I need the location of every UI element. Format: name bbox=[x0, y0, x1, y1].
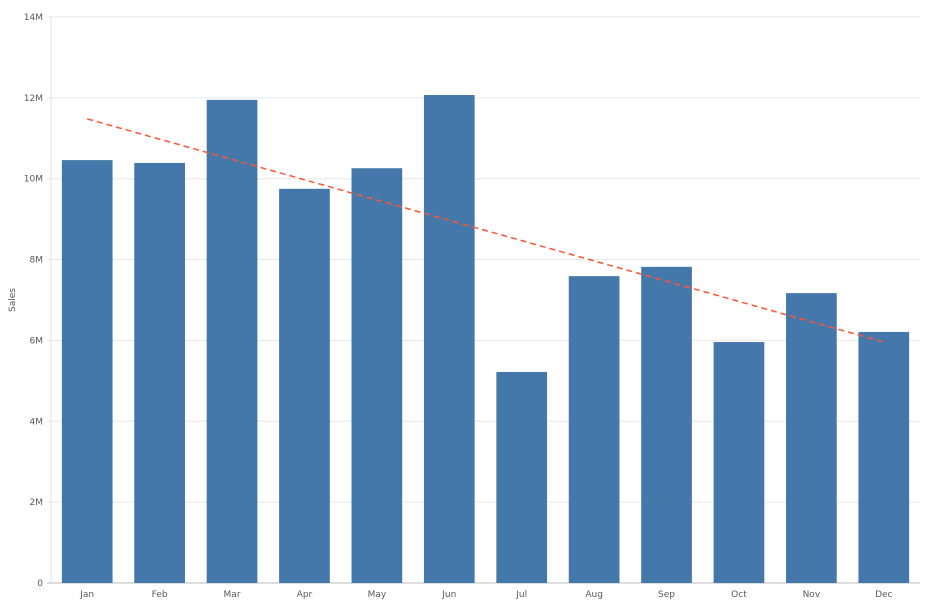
x-tick-label: Feb bbox=[152, 590, 168, 600]
x-tick-label: Nov bbox=[803, 590, 821, 600]
bar bbox=[786, 293, 837, 583]
y-tick-label: 10M bbox=[24, 175, 43, 185]
x-tick-label: May bbox=[368, 590, 387, 600]
bar bbox=[568, 276, 620, 583]
x-tick-label: Mar bbox=[224, 590, 241, 600]
trend-line bbox=[87, 118, 884, 343]
y-tick-label: 2M bbox=[30, 498, 44, 508]
y-tick-label: 8M bbox=[30, 256, 44, 266]
x-tick-label: Dec bbox=[875, 590, 892, 600]
y-tick-label: 12M bbox=[24, 94, 43, 104]
bar bbox=[206, 99, 258, 583]
y-tick-label: 6M bbox=[30, 336, 44, 346]
y-tick-label: 14M bbox=[24, 13, 43, 23]
x-tick-label: Aug bbox=[585, 590, 603, 600]
y-tick-label: 0 bbox=[37, 579, 43, 589]
bar bbox=[496, 371, 548, 583]
x-tick-label: Jul bbox=[515, 590, 527, 600]
bar bbox=[279, 188, 330, 584]
x-tick-label: Apr bbox=[297, 590, 313, 600]
bar bbox=[351, 168, 403, 583]
x-tick-label: Jun bbox=[441, 590, 456, 600]
x-tick-label: Jan bbox=[79, 590, 94, 600]
x-tick-label: Oct bbox=[731, 590, 747, 600]
bar bbox=[641, 266, 692, 583]
bar bbox=[61, 160, 113, 584]
bar bbox=[134, 162, 185, 583]
bar bbox=[858, 331, 910, 583]
x-tick-label: Sep bbox=[658, 590, 675, 600]
y-tick-label: 4M bbox=[30, 417, 44, 427]
bar bbox=[713, 342, 765, 583]
bar bbox=[423, 95, 475, 583]
y-axis-label: Sales bbox=[8, 288, 18, 312]
